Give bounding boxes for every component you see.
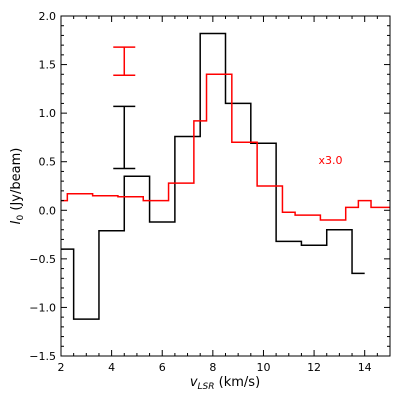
y-tick-label: −1.0 [29,301,56,314]
x-axis-label: vLSR (km/s) [190,375,260,392]
y-axis-label: I0 (Jy/beam) [9,148,26,225]
y-tick-label: 0.5 [39,156,57,169]
y-axis-label-subscript: 0 [16,214,26,220]
x-axis-label-subscript: LSR [198,382,215,392]
x-axis-label-main: v [190,375,198,390]
error-bar-1 [113,105,136,170]
y-tick-label: −1.5 [29,350,56,363]
x-tick-label: 10 [256,361,270,374]
x-tick-label: 14 [358,361,372,374]
y-axis-label-main: I [9,220,24,224]
y-tick-label: 1.0 [39,107,57,120]
errorbar-layer [113,46,136,170]
x-tick-label: 4 [108,361,115,374]
series-layer [61,32,390,320]
annotation-0: x3.0 [319,154,343,167]
series-line-0 [61,32,365,320]
y-tick-label: 2.0 [39,10,57,23]
y-axis-label-unit: (Jy/beam) [9,148,24,215]
x-tick-label: 6 [159,361,166,374]
annotation-layer: x3.0 [319,154,343,167]
y-tick-label: 0.0 [39,204,57,217]
x-tick-label: 8 [209,361,216,374]
x-axis-label-unit: (km/s) [215,375,261,390]
tick-label-layer: 2 4 6 8 10 12 14 −1.5 −1.0 −0.5 0.0 0.5 1.0 1.5 2.0 [29,10,371,374]
error-bar-0 [113,46,136,77]
y-tick-label: −0.5 [29,253,56,266]
x-tick-label: 12 [307,361,321,374]
x-tick-label: 2 [58,361,65,374]
series-line-1 [61,73,390,221]
y-tick-label: 1.5 [39,59,57,72]
plot-frame [60,15,391,357]
